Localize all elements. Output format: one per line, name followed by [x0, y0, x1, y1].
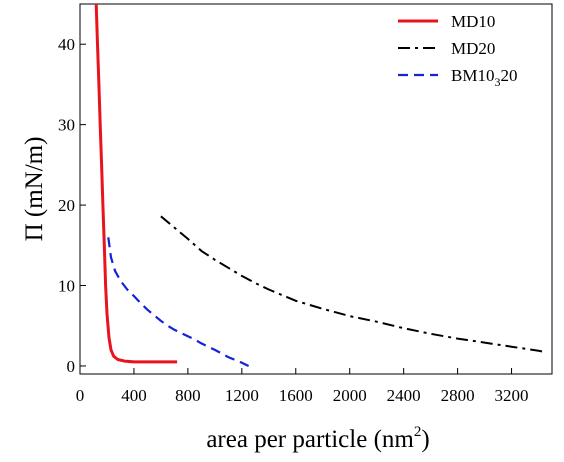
- x-tick-label: 1600: [279, 386, 313, 405]
- x-tick-label: 1200: [225, 386, 259, 405]
- x-tick-label: 2800: [441, 386, 475, 405]
- x-tick-label: 3200: [495, 386, 529, 405]
- x-tick-label: 800: [175, 386, 201, 405]
- x-tick-label: 0: [76, 386, 85, 405]
- x-tick-label: 2000: [333, 386, 367, 405]
- legend: MD10 MD20 BM10320: [398, 12, 517, 89]
- plot-frame: [79, 3, 553, 375]
- tick-marks: [79, 43, 513, 374]
- legend-label: BM10320: [451, 66, 517, 89]
- y-tick-label: 0: [67, 357, 76, 376]
- series-line: [94, 3, 178, 364]
- legend-label: MD20: [451, 39, 495, 58]
- y-tick-label: 10: [58, 277, 75, 296]
- series-line: [160, 215, 546, 354]
- series-line: [107, 237, 250, 367]
- x-axis-title: area per particle (nm2): [206, 424, 429, 453]
- x-tick-label: 400: [121, 386, 147, 405]
- series-lines: [94, 3, 546, 367]
- x-tick-label: 2400: [387, 386, 421, 405]
- y-tick-label: 20: [58, 196, 75, 215]
- y-tick-label: 30: [58, 116, 75, 135]
- y-tick-label: 40: [58, 35, 75, 54]
- x-axis-title-main: area per particle (nm: [206, 426, 414, 453]
- y-axis-title: Π (mN/m): [21, 137, 48, 242]
- x-axis-title-end: ): [421, 426, 429, 453]
- x-axis-title-superscript: 2: [414, 424, 422, 440]
- legend-label: MD10: [451, 12, 495, 31]
